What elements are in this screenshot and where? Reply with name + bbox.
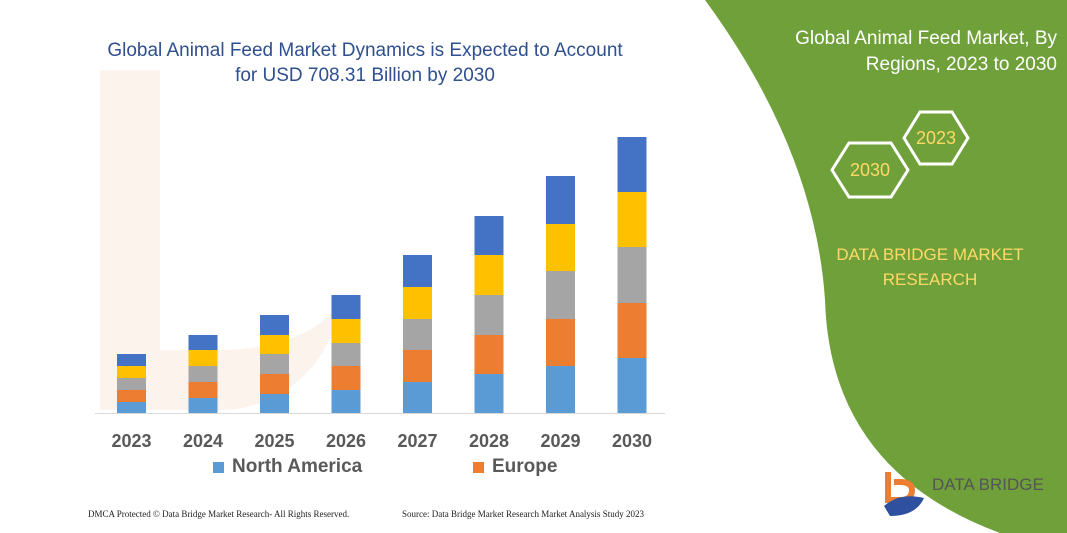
bar-segment-2024-2 <box>188 366 218 382</box>
x-tick-label: 2029 <box>540 431 580 451</box>
bar-segment-2025-2 <box>260 354 289 374</box>
hex-label-2030: 2030 <box>849 160 891 180</box>
x-tick-label: 2028 <box>469 431 509 451</box>
data-bridge-logo-icon <box>884 472 924 516</box>
bar-segment-2023-4 <box>117 354 146 366</box>
bar-segment-2023-3 <box>117 366 146 378</box>
bar-segment-2027-0 <box>403 382 432 413</box>
green-panel <box>705 0 1067 533</box>
footer-copyright: DMCA Protected © Data Bridge Market Rese… <box>88 509 350 519</box>
legend-item-europe: Europe <box>473 456 733 478</box>
bar-segment-2030-2 <box>617 247 647 303</box>
bar-segment-2027-2 <box>403 319 432 350</box>
bar-segment-2023-2 <box>117 378 146 390</box>
legend: North America Europe <box>213 456 733 478</box>
stacked-bar-chart: 2023 2024 2025 2026 2027 2028 2029 2030 <box>95 137 665 451</box>
bar-segment-2028-0 <box>474 374 504 413</box>
x-tick-label: 2025 <box>254 431 294 451</box>
bar-segment-2029-0 <box>546 366 575 413</box>
x-tick-label: 2030 <box>612 431 652 451</box>
hexagon-2030 <box>830 141 910 199</box>
bar-segment-2028-4 <box>474 216 504 255</box>
bar-segment-2023-1 <box>117 390 146 402</box>
hexagon-2023 <box>902 110 970 166</box>
bar-segment-2025-4 <box>260 315 289 335</box>
x-tick-label: 2024 <box>183 431 223 451</box>
bar-segment-2028-3 <box>474 255 504 295</box>
bar-segment-2028-1 <box>474 335 504 374</box>
bar-segment-2025-3 <box>260 335 289 354</box>
x-tick-label: 2023 <box>111 431 151 451</box>
chart-title: Global Animal Feed Market Dynamics is Ex… <box>107 40 623 86</box>
side-panel-title: Global Animal Feed Market, By Regions, 2… <box>795 28 1057 75</box>
bar-segment-2026-4 <box>331 295 361 319</box>
bar-segment-2029-3 <box>546 224 575 271</box>
bar-segment-2030-4 <box>617 137 647 192</box>
bar-segment-2025-0 <box>260 394 289 413</box>
bar-segment-2030-0 <box>617 358 647 413</box>
legend-item-north-america: North America <box>213 456 473 478</box>
bar-segment-2026-3 <box>331 319 361 343</box>
bar-segment-2030-1 <box>617 303 647 358</box>
bar-segment-2024-0 <box>188 398 218 413</box>
bar-segment-2029-4 <box>546 176 575 224</box>
bar-segment-2027-4 <box>403 255 432 287</box>
hex-label-2023: 2023 <box>915 128 957 148</box>
brand-text: DATA BRIDGE MARKET RESEARCH <box>836 245 1024 289</box>
bar-segment-2029-2 <box>546 271 575 319</box>
x-tick-label: 2027 <box>397 431 437 451</box>
x-tick-label: 2026 <box>326 431 366 451</box>
logo-text: DATA BRIDGE <box>932 475 1044 494</box>
bar-segment-2023-0 <box>117 402 146 413</box>
bar-segment-2027-1 <box>403 350 432 382</box>
bar-segment-2027-3 <box>403 287 432 319</box>
bar-segment-2026-2 <box>331 343 361 366</box>
bar-segment-2025-1 <box>260 374 289 394</box>
bar-segment-2026-0 <box>331 390 361 413</box>
bar-segment-2024-4 <box>188 335 218 350</box>
footer-source: Source: Data Bridge Market Research Mark… <box>402 509 644 519</box>
bar-segment-2028-2 <box>474 295 504 335</box>
bar-segment-2029-1 <box>546 319 575 366</box>
bar-segment-2024-1 <box>188 382 218 398</box>
bar-segment-2026-1 <box>331 366 361 390</box>
bar-segment-2024-3 <box>188 350 218 366</box>
bar-segment-2030-3 <box>617 192 647 247</box>
